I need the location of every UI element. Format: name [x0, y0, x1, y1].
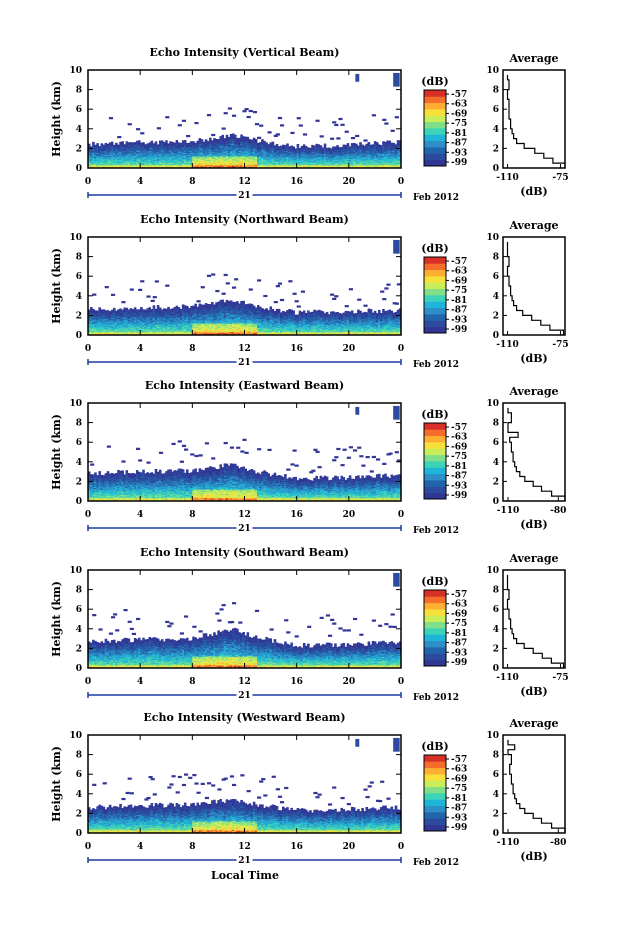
echo-cell	[178, 124, 182, 126]
echo-cell	[155, 141, 157, 142]
echo-cell	[276, 133, 280, 135]
echo-cell	[96, 143, 98, 144]
echo-cell	[126, 141, 128, 142]
echo-cell	[255, 123, 259, 125]
echo-cell	[176, 140, 178, 141]
echo-cell	[222, 135, 224, 136]
echo-cell	[305, 146, 307, 147]
echo-cell	[297, 144, 299, 145]
echo-cell	[207, 114, 211, 116]
echo-cell	[209, 138, 211, 139]
echo-cell	[138, 140, 140, 141]
echo-cell	[280, 124, 284, 126]
echo-cell	[151, 141, 153, 142]
echo-cell	[290, 146, 292, 147]
echo-cell	[253, 111, 257, 113]
echo-cell	[128, 123, 132, 125]
echo-cell	[242, 110, 246, 112]
echo-cell	[247, 116, 251, 118]
echo-cell	[192, 141, 194, 142]
echo-cell	[105, 143, 107, 144]
echo-intensity-figure: Local Time Echo Intensity (Vertical Beam…	[0, 0, 619, 929]
heatmap-cells	[88, 73, 401, 168]
echo-cell	[234, 135, 236, 136]
echo-cell	[111, 142, 113, 143]
echo-cell	[199, 138, 201, 139]
echo-cell	[211, 134, 215, 136]
echo-cell	[259, 125, 263, 127]
echo-cell	[278, 117, 282, 119]
echo-cell	[272, 142, 274, 143]
echo-cell	[299, 124, 303, 126]
echo-cell	[257, 137, 261, 139]
echo-cell	[255, 139, 257, 140]
echo-cell	[245, 108, 249, 110]
local-time-label: Local Time	[211, 869, 279, 882]
echo-cell	[263, 141, 265, 142]
echo-cell	[265, 142, 267, 143]
echo-cell	[142, 142, 144, 143]
echo-cell	[140, 132, 144, 134]
echo-cell	[297, 117, 301, 119]
echo-cell	[249, 110, 253, 112]
echo-cell	[109, 117, 113, 119]
echo-cell	[117, 136, 121, 138]
echo-cell	[253, 138, 255, 139]
echo-cell	[232, 115, 236, 117]
echo-cell	[171, 142, 173, 143]
echo-cell	[276, 144, 278, 145]
echo-cell	[286, 143, 288, 144]
echo-cell	[92, 142, 94, 143]
panel-title: Echo Intensity (Vertical Beam)	[149, 46, 339, 59]
echo-cell	[165, 116, 169, 118]
echo-cell	[240, 134, 242, 135]
echo-cell	[201, 139, 203, 140]
echo-cell	[315, 120, 319, 122]
echo-cell	[205, 139, 207, 140]
echo-cell	[232, 133, 234, 134]
echo-cell	[224, 112, 228, 114]
echo-cell	[267, 131, 271, 133]
echo-cell	[184, 140, 186, 141]
echo-cell	[226, 135, 228, 136]
echo-cell	[182, 120, 186, 122]
echo-cell	[101, 143, 103, 144]
echo-cell	[261, 139, 263, 140]
echo-cell	[115, 143, 117, 144]
echo-cell	[161, 140, 163, 141]
echo-cell	[157, 127, 161, 129]
echo-cell	[222, 128, 226, 130]
echo-cell	[303, 133, 307, 135]
echo-cell	[186, 135, 190, 137]
echo-cell	[136, 128, 140, 130]
echo-cell	[213, 138, 215, 139]
echo-cell	[247, 137, 249, 138]
echo-cell	[165, 140, 167, 141]
echo-cell	[290, 132, 294, 134]
echo-cell	[303, 144, 305, 145]
echo-cell	[194, 122, 198, 124]
echo-cell	[228, 107, 232, 109]
echo-cell	[292, 146, 294, 147]
echo-cell	[121, 141, 123, 142]
